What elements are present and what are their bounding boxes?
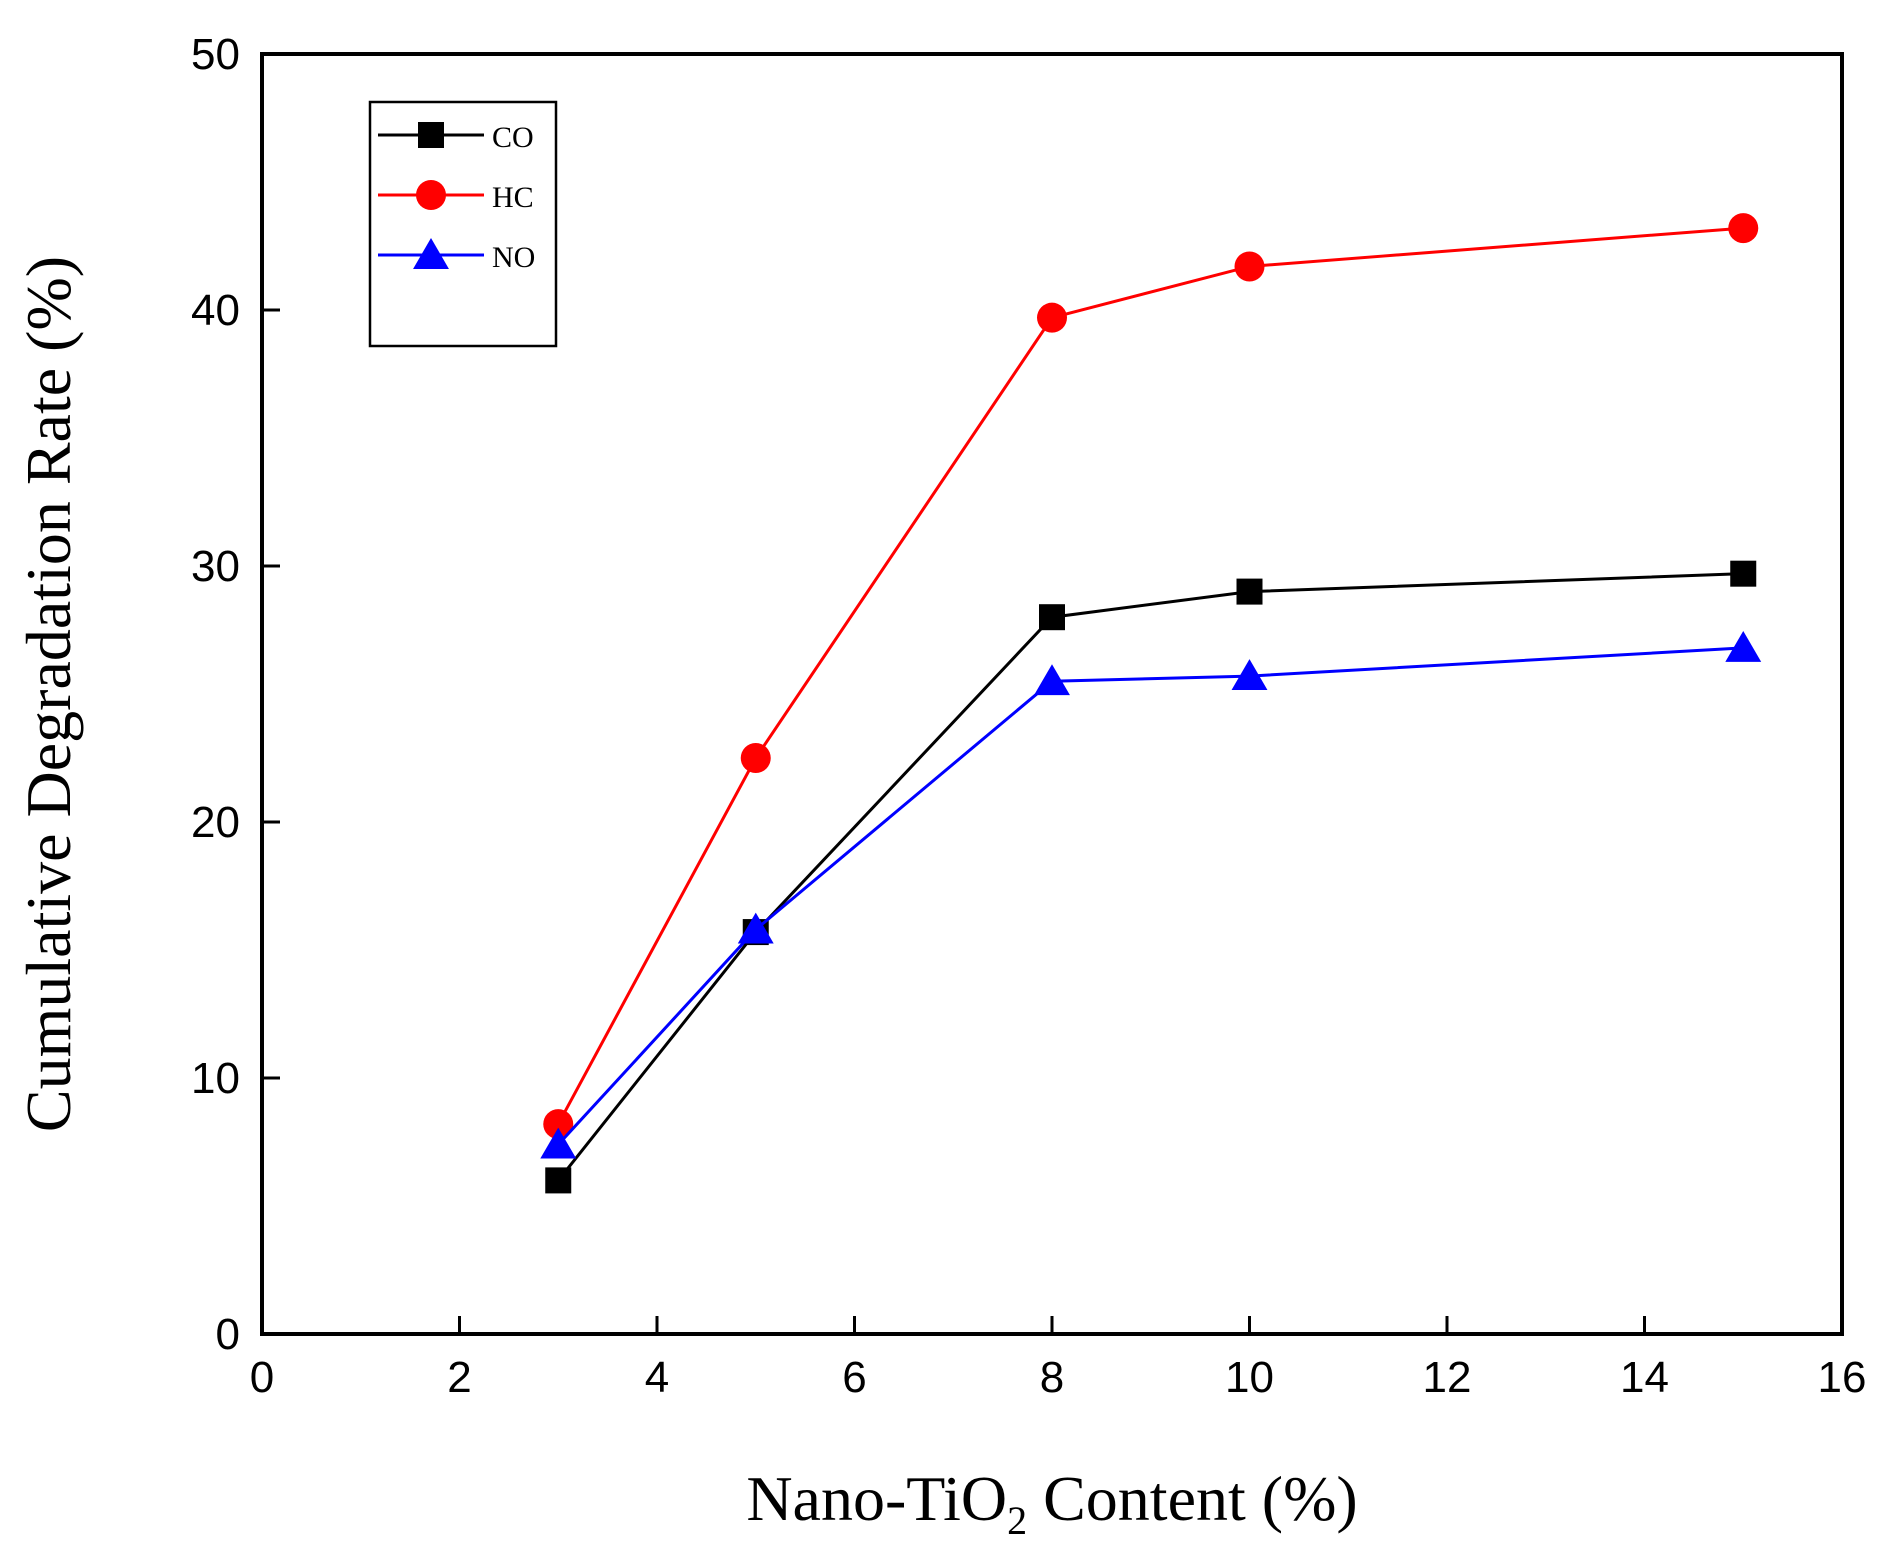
y-tick-label: 20 [191, 798, 240, 847]
series-no [540, 630, 1762, 1159]
x-tick-label: 2 [447, 1353, 471, 1402]
legend: CO HC NO [368, 100, 558, 348]
data-point-no [1231, 659, 1268, 691]
y-tick-label: 10 [191, 1054, 240, 1103]
data-point-no [1725, 630, 1762, 662]
legend-item-co: CO [378, 121, 534, 154]
x-tick-label: 10 [1225, 1353, 1274, 1402]
legend-items: CO HC NO [378, 121, 535, 274]
data-point-hc [1234, 251, 1265, 282]
x-tick-label: 12 [1423, 1353, 1472, 1402]
data-point-co [1730, 560, 1757, 587]
y-axis: 0 10 20 30 40 50 [191, 30, 280, 1359]
legend-marker-co [418, 122, 444, 148]
data-point-hc [543, 1109, 574, 1140]
x-tick-label: 6 [842, 1353, 866, 1402]
series-line-hc [556, 226, 1744, 1125]
data-point-no [737, 912, 774, 944]
y-tick-label: 40 [191, 286, 240, 335]
legend-item-hc: HC [378, 180, 534, 214]
data-point-hc [1728, 213, 1759, 244]
series-line-co [557, 572, 1744, 1182]
x-tick-label: 0 [250, 1353, 274, 1402]
legend-marker-no [413, 238, 449, 269]
series-layer [540, 213, 1762, 1194]
y-tick-label: 50 [191, 30, 240, 79]
data-point-hc [1037, 302, 1067, 333]
x-tick-label: 16 [1818, 1353, 1867, 1402]
data-point-no [540, 1127, 577, 1159]
data-point-co [1236, 578, 1263, 605]
x-axis-title-subscript: 2 [1007, 1498, 1027, 1543]
y-axis-title: Cumulative Degradation Rate (%) [13, 256, 84, 1132]
x-tick-label: 14 [1620, 1353, 1669, 1402]
legend-label-no: NO [492, 241, 535, 274]
x-tick-label: 8 [1040, 1353, 1064, 1402]
data-point-co [1039, 604, 1065, 631]
data-point-no [1034, 664, 1070, 696]
series-line-no [557, 646, 1744, 1146]
legend-marker-hc [416, 180, 446, 210]
x-axis-title-suffix: Content (%) [1027, 1463, 1358, 1534]
series-hc [543, 213, 1759, 1140]
y-tick-label: 30 [191, 542, 240, 591]
legend-label-co: CO [492, 121, 534, 154]
x-axis-title: Nano-TiO2 Content (%) [746, 1463, 1357, 1543]
legend-item-no: NO [378, 238, 535, 274]
x-tick-label: 4 [645, 1353, 669, 1402]
legend-box [368, 100, 558, 348]
data-point-co [545, 1167, 572, 1194]
legend-label-hc: HC [492, 181, 534, 214]
data-point-hc [740, 743, 771, 773]
x-axis-title-main: Nano-TiO [746, 1463, 1007, 1534]
x-axis: 0 2 4 6 8 10 12 14 16 [250, 1316, 1867, 1402]
series-co [545, 560, 1757, 1194]
y-tick-label: 0 [216, 1310, 240, 1359]
